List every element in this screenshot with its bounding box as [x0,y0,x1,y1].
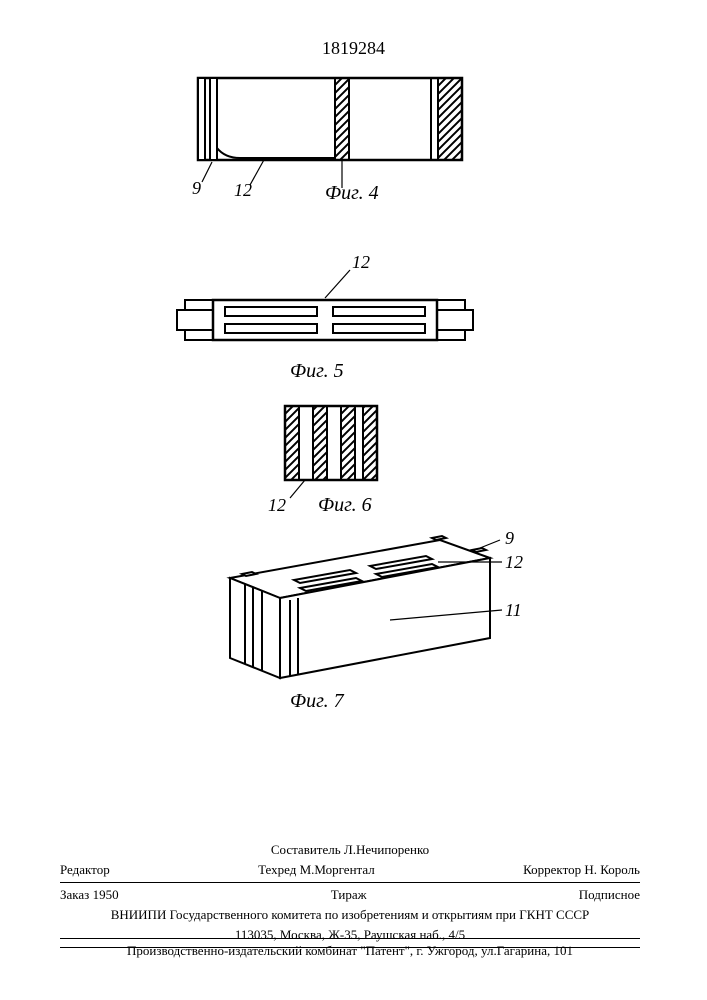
credits-block: Составитель Л.Нечипоренко Редактор Техре… [60,840,640,950]
fig5-ref-12: 12 [352,252,370,273]
fig4-drawing [190,70,470,190]
composer-name: Л.Нечипоренко [344,842,429,857]
patent-number: 1819284 [0,38,707,59]
fig7-ref-12: 12 [505,552,523,573]
order-row: Заказ 1950 Тираж Подписное [60,885,640,905]
order-label: Заказ [60,887,89,902]
fig4-label: Фиг. 4 [325,182,379,205]
order-num: 1950 [93,887,119,902]
fig7-label: Фиг. 7 [290,690,344,713]
fig6-ref-12: 12 [268,495,286,516]
figures-area: 9 12 Фиг. 4 12 Фиг. 5 [0,70,707,750]
editor-label: Редактор [60,862,110,878]
composer-line: Составитель Л.Нечипоренко [60,840,640,860]
proof-label: Корректор [523,862,581,877]
page: 1819284 9 12 [0,0,707,1000]
fig5-label: Фиг. 5 [290,360,344,383]
fig7-drawing [190,520,510,700]
editor-row: Редактор Техред М.Моргентал Корректор Н.… [60,860,640,880]
proof-name: Н. Король [584,862,640,877]
fig4-ref-9: 9 [192,178,201,199]
circulation-label: Тираж [331,887,367,903]
subscription-label: Подписное [579,887,640,903]
fig6-drawing [275,400,395,500]
footer: Производственно-издательский комбинат "П… [60,938,640,959]
fig7-ref-9: 9 [505,528,514,549]
tech-name: М.Моргентал [300,862,375,877]
composer-label: Составитель [271,842,341,857]
fig7-ref-11: 11 [505,600,522,621]
tech-label: Техред [258,862,296,877]
fig4-ref-12: 12 [234,180,252,201]
org-line1: ВНИИПИ Государственного комитета по изоб… [60,905,640,925]
fig6-label: Фиг. 6 [318,494,372,517]
